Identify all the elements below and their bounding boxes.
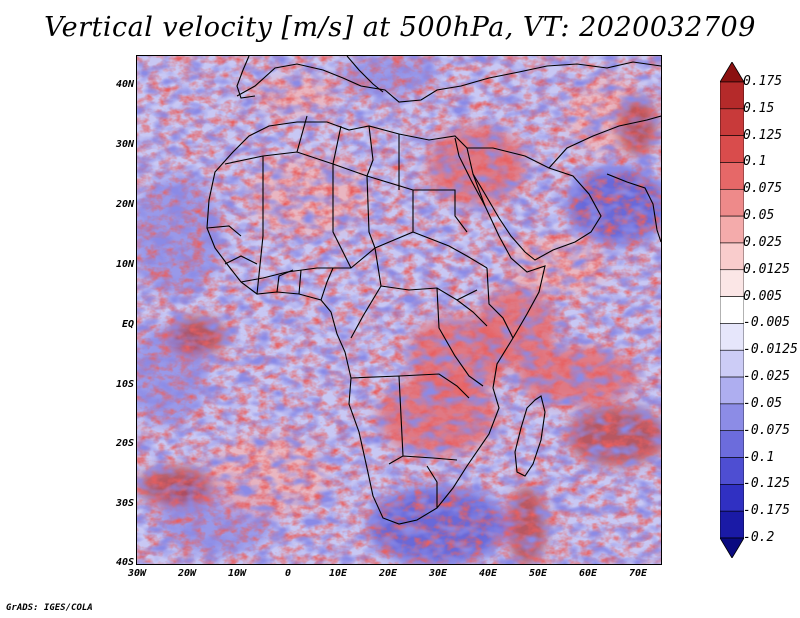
colorbar-tick-label: 0.05 xyxy=(743,208,775,224)
colorbar-tick-label: 0.005 xyxy=(743,288,783,304)
lat-label-20n: 20N xyxy=(115,199,134,210)
lat-label-20s: 20S xyxy=(115,438,134,449)
colorbar-tick-label: 0.0125 xyxy=(743,261,790,277)
colorbar-tick-label: 0.025 xyxy=(743,234,783,250)
colorbar-tick-label: -0.025 xyxy=(743,369,790,385)
colorbar-bin xyxy=(720,242,744,271)
india-coastline xyxy=(606,173,661,243)
coastlines-and-borders xyxy=(206,56,661,525)
lon-label-40e: 40E xyxy=(478,568,498,579)
colorbar-bin xyxy=(720,510,744,539)
lat-label-10s: 10S xyxy=(115,379,134,390)
colorbar-top-arrow xyxy=(720,62,744,83)
colorbar-bin xyxy=(720,269,744,297)
colorbar-bottom-arrow xyxy=(720,537,744,558)
colorbar-bin xyxy=(720,403,744,432)
colorbar-tick-label: 0.175 xyxy=(743,74,783,89)
colorbar-bin xyxy=(720,430,744,458)
velocity-field-map xyxy=(137,56,661,564)
arabia-coastline xyxy=(467,147,602,261)
colorbar xyxy=(720,62,744,558)
colorbar-bin xyxy=(720,484,744,512)
lon-label-10w: 10W xyxy=(227,568,247,579)
colorbar-bin xyxy=(720,215,744,244)
lat-label-10n: 10N xyxy=(115,259,134,270)
map-panel xyxy=(136,55,662,565)
iberia-coastline xyxy=(236,56,256,99)
colorbar-bin xyxy=(720,108,744,136)
italy-coastline xyxy=(346,56,384,93)
colorbar-tick-label: -0.2 xyxy=(743,530,775,545)
lon-label-60e: 60E xyxy=(578,568,598,579)
lat-label-40n: 40N xyxy=(115,79,134,90)
lat-label-30n: 30N xyxy=(115,139,134,150)
lat-label-40s: 40S xyxy=(115,557,134,568)
colorbar-bin xyxy=(720,349,744,378)
border-lines xyxy=(224,115,514,508)
page-title: Vertical velocity [m/s] at 500hPa, VT: 2… xyxy=(44,12,756,43)
colorbar-tick-label: -0.075 xyxy=(743,422,790,438)
europe-coastline xyxy=(236,61,661,103)
colorbar-bin xyxy=(720,296,744,324)
lon-label-0: 0 xyxy=(284,568,292,579)
lat-label-eq: EQ xyxy=(121,319,134,330)
colorbar-tick-label: -0.1 xyxy=(743,449,775,465)
field-texture-rise xyxy=(137,56,661,564)
colorbar-bin xyxy=(720,376,744,405)
colorbar-bin xyxy=(720,188,744,217)
credit-text: GrADS: IGES/COLA xyxy=(6,603,93,613)
lon-label-50e: 50E xyxy=(528,568,548,579)
iran-coastline xyxy=(548,115,661,169)
colorbar-tick-label: 0.075 xyxy=(743,181,783,197)
colorbar-bin xyxy=(720,457,744,485)
lon-label-30w: 30W xyxy=(127,568,147,579)
lon-label-10e: 10E xyxy=(328,568,348,579)
red-sea xyxy=(454,137,486,207)
colorbar-tick-label: 0.15 xyxy=(743,100,775,116)
colorbar-tick-label: -0.125 xyxy=(743,476,790,492)
colorbar-tick-label: 0.125 xyxy=(743,127,783,143)
madagascar-coastline xyxy=(514,395,546,477)
lon-label-20e: 20E xyxy=(378,568,398,579)
colorbar-bin xyxy=(720,162,744,190)
colorbar-bin xyxy=(720,323,744,351)
lat-label-30s: 30S xyxy=(115,498,134,509)
colorbar-tick-label: -0.005 xyxy=(743,315,790,331)
colorbar-tick-label: 0.1 xyxy=(743,154,767,170)
west-africa-borders xyxy=(206,225,334,301)
lon-label-20w: 20W xyxy=(177,568,197,579)
lon-label-70e: 70E xyxy=(628,568,648,579)
colorbar-bin xyxy=(720,81,744,110)
colorbar-tick-label: -0.0125 xyxy=(743,342,798,358)
colorbar-bin xyxy=(720,135,744,163)
colorbar-tick-label: -0.175 xyxy=(743,503,790,519)
colorbar-tick-label: -0.05 xyxy=(743,395,783,411)
lon-label-30e: 30E xyxy=(428,568,448,579)
